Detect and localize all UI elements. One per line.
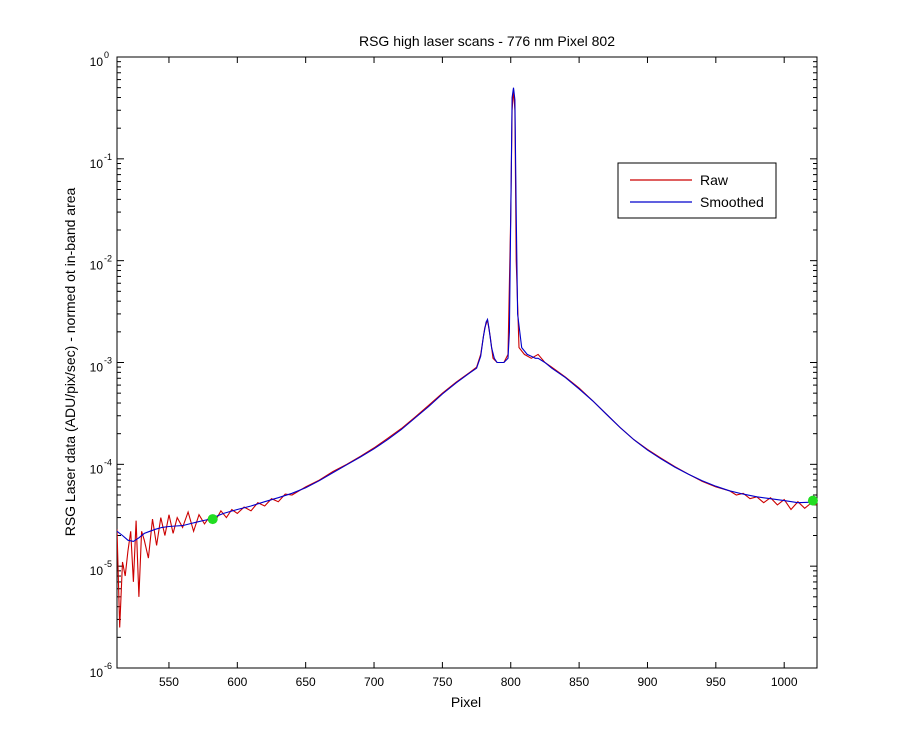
- y-axis-label: RSG Laser data (ADU/pix/sec) - normed ot…: [62, 187, 78, 536]
- x-tick-label: 900: [637, 675, 657, 689]
- series-group: [117, 87, 817, 628]
- y-tick-label: 10: [90, 361, 104, 375]
- endpoint-marker: [207, 514, 218, 525]
- y-tick-label: 10: [90, 55, 104, 69]
- x-tick-label: 700: [364, 675, 384, 689]
- plot-frame: [116, 56, 818, 669]
- x-tick-label: 800: [501, 675, 521, 689]
- y-tick-exponent: -5: [104, 559, 112, 569]
- y-tick-exponent: -2: [104, 254, 112, 264]
- y-tick-label: 10: [90, 564, 104, 578]
- y-tick-exponent: -3: [104, 356, 112, 366]
- series-line-smoothed: [117, 87, 817, 542]
- x-tick-label: 650: [296, 675, 316, 689]
- y-tick-label: 10: [90, 666, 104, 680]
- x-tick-label: 550: [159, 675, 179, 689]
- y-tick-exponent: -6: [104, 661, 112, 671]
- y-tick-exponent: 0: [104, 50, 109, 60]
- legend-box: [617, 162, 777, 219]
- endpoint-marker: [807, 495, 818, 506]
- x-tick-label: 600: [227, 675, 247, 689]
- y-tick-exponent: -1: [104, 152, 112, 162]
- x-tick-label: 750: [432, 675, 452, 689]
- x-tick-label: 850: [569, 675, 589, 689]
- y-tick-exponent: -4: [104, 457, 112, 467]
- y-tick-label: 10: [90, 259, 104, 273]
- y-tick-label: 10: [90, 462, 104, 476]
- x-tick-label: 950: [706, 675, 726, 689]
- legend: Raw Smoothed: [617, 162, 777, 219]
- x-axis-label: Pixel: [451, 694, 481, 710]
- legend-label-raw: Raw: [700, 172, 729, 188]
- legend-label-smoothed: Smoothed: [700, 194, 764, 210]
- chart-title: RSG high laser scans - 776 nm Pixel 802: [359, 33, 615, 49]
- y-tick-label: 10: [90, 157, 104, 171]
- x-tick-label: 1000: [771, 675, 798, 689]
